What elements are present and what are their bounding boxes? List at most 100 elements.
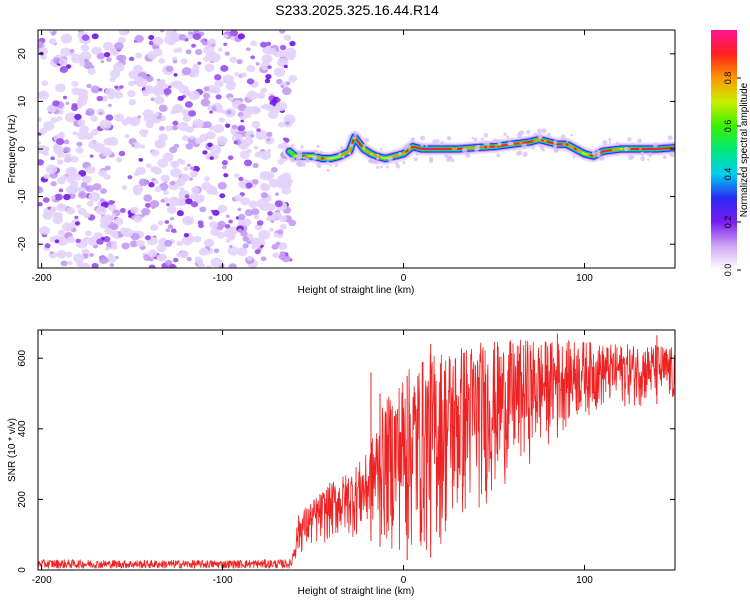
ridge-halo-blob [299, 159, 304, 163]
noise-blob [38, 40, 44, 49]
noise-blob [69, 48, 75, 54]
ridge-halo-blob [541, 148, 545, 152]
noise-blob [280, 84, 285, 88]
noise-blob [250, 208, 260, 216]
snr-line [38, 339, 675, 569]
noise-blob [277, 158, 285, 165]
noise-blob [173, 73, 178, 77]
noise-blob [188, 90, 200, 101]
noise-blob [281, 172, 292, 181]
noise-blob [140, 214, 145, 218]
noise-blob [41, 80, 48, 86]
noise-blob [271, 243, 279, 250]
noise-blob [288, 75, 298, 83]
noise-blob [180, 58, 188, 65]
noise-blob [168, 264, 177, 268]
colorbar-tick-label: 0.0 [723, 264, 733, 277]
noise-blob [58, 188, 64, 193]
noise-blob [50, 117, 58, 124]
noise-blob [168, 196, 181, 207]
colorbar-scale [711, 30, 737, 270]
noise-blob [62, 95, 68, 100]
noise-blob [122, 228, 134, 238]
noise-blob [117, 54, 127, 62]
noise-blob [71, 80, 79, 87]
x-tick-label: -100 [213, 273, 233, 284]
x-tick-label: -200 [32, 575, 52, 586]
spectrogram-y-ticks: -20 -10 0 10 20 [17, 48, 675, 251]
noise-blob [213, 124, 225, 134]
noise-blob [42, 230, 48, 236]
y-tick-label: 0 [17, 146, 28, 152]
noise-blob [134, 76, 145, 86]
noise-blob [202, 150, 208, 155]
noise-blob [214, 79, 224, 88]
noise-blob [145, 163, 152, 169]
noise-blob [176, 210, 184, 217]
noise-blob [80, 262, 91, 268]
noise-blob [148, 264, 156, 268]
noise-blob [110, 244, 118, 250]
noise-blob [118, 150, 126, 157]
ridge-halo-blob [475, 144, 481, 151]
spectrogram-y-label: Frequency (Hz) [7, 115, 18, 184]
noise-blob [212, 209, 220, 216]
noise-blob [106, 57, 112, 62]
noise-blob [260, 104, 265, 109]
noise-blob [52, 57, 61, 64]
noise-blob [128, 99, 137, 106]
noise-blob [185, 143, 194, 150]
noise-blob [194, 256, 201, 262]
noise-blob [78, 191, 87, 199]
noise-blob [73, 173, 82, 181]
noise-blob [153, 179, 159, 184]
noise-blob [150, 97, 155, 102]
noise-blob [103, 137, 113, 146]
noise-blob [56, 159, 64, 165]
noise-blob [55, 138, 65, 146]
noise-blob [39, 127, 48, 135]
noise-blob [222, 165, 227, 170]
noise-blob [272, 211, 283, 220]
noise-blob [238, 176, 244, 181]
noise-blob [99, 222, 108, 229]
noise-blob [104, 246, 111, 251]
noise-blob [96, 206, 107, 216]
spectrogram-x-ticks: -200 -100 0 100 [32, 30, 593, 284]
noise-blob [285, 121, 290, 125]
noise-blob [186, 163, 191, 168]
y-tick-label: 20 [17, 48, 28, 60]
noise-blob [99, 119, 112, 130]
noise-blob [62, 146, 71, 154]
ridge-halo-blob [425, 144, 428, 147]
noise-blob [255, 129, 268, 140]
ridge-halo-blob [462, 147, 468, 153]
noise-blob [191, 186, 200, 194]
ridge-halo-blob [316, 144, 320, 148]
ridge-halo-blob [640, 151, 645, 157]
x-tick-label: -200 [32, 273, 52, 284]
noise-blob [70, 155, 79, 163]
ridge-halo-blob [319, 150, 324, 155]
noise-blob [215, 94, 222, 100]
ridge-halo-blob [554, 148, 559, 153]
ridge-halo-blob [553, 140, 558, 145]
noise-blob [173, 257, 179, 263]
ridge-halo-blob [428, 158, 434, 163]
noise-blob [127, 90, 136, 98]
noise-blob [217, 204, 228, 213]
noise-blob [102, 236, 111, 243]
noise-blob [231, 124, 238, 130]
noise-blob [172, 120, 179, 126]
ridge-halo-blob [376, 165, 380, 169]
ridge-halo-blob [531, 146, 535, 150]
noise-blob [152, 36, 164, 46]
colorbar-ticks: 0.0 0.2 0.4 0.6 0.8 [723, 72, 741, 277]
noise-blob [288, 219, 297, 227]
noise-blob [150, 224, 159, 232]
noise-blob [223, 34, 229, 39]
noise-blob [85, 165, 96, 174]
noise-blob [178, 85, 189, 94]
noise-blob [242, 218, 252, 227]
